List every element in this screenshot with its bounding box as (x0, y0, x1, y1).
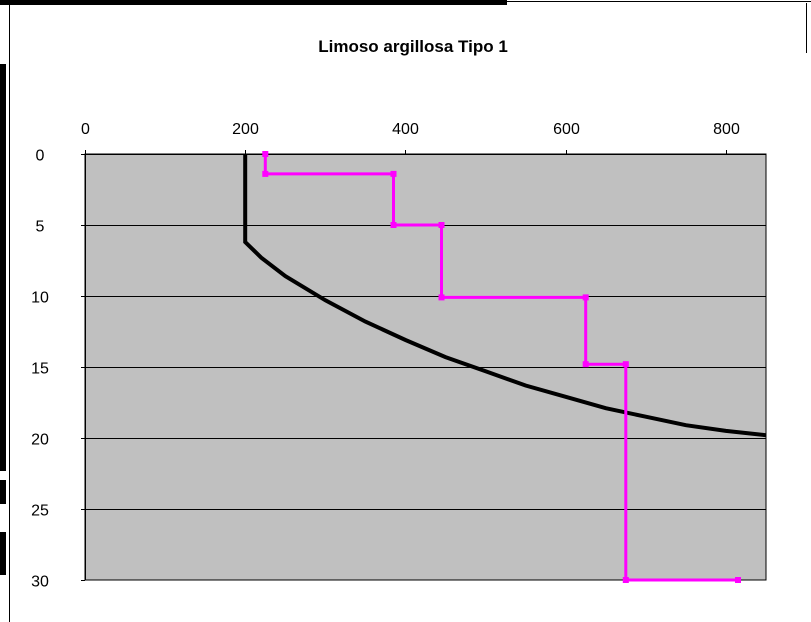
y-tick-label: 5 (36, 219, 45, 236)
side-bar (0, 64, 6, 471)
data-point (390, 222, 397, 228)
data-point (582, 294, 589, 301)
y-tick-label: 20 (31, 432, 49, 449)
x-tick-label: 800 (713, 121, 740, 138)
x-tick-label: 600 (553, 121, 580, 138)
axes: 0 5 10 15 20 25 30 0 200 400 600 800 (31, 121, 766, 591)
series-line (243, 154, 767, 438)
data-point (390, 170, 397, 177)
y-tick-label: 30 (31, 574, 49, 591)
frame-top-border (0, 0, 507, 5)
data-point (262, 170, 269, 177)
series-1 (243, 154, 767, 438)
y-tick-label: 10 (31, 290, 49, 307)
grid (85, 225, 766, 510)
data-point (262, 151, 269, 157)
chart-title: Limoso argillosa Tipo 1 (318, 37, 508, 56)
frame-right-border (806, 3, 807, 53)
y-tick-label: 25 (31, 503, 49, 520)
y-tick-label: 15 (31, 361, 49, 378)
data-point (582, 361, 589, 368)
y-tick-label: 0 (36, 148, 45, 165)
x-tick-label: 200 (232, 121, 259, 138)
frame-left-border (9, 5, 10, 622)
series (243, 151, 767, 583)
data-point (438, 222, 445, 228)
side-bar (0, 480, 6, 504)
data-point (735, 577, 741, 583)
frame-top-line (507, 1, 811, 2)
x-tick-label: 0 (81, 121, 90, 138)
data-point (622, 577, 629, 583)
data-point (622, 361, 629, 368)
data-point (438, 294, 445, 301)
x-tick-label: 400 (392, 121, 419, 138)
side-bar (0, 532, 6, 575)
